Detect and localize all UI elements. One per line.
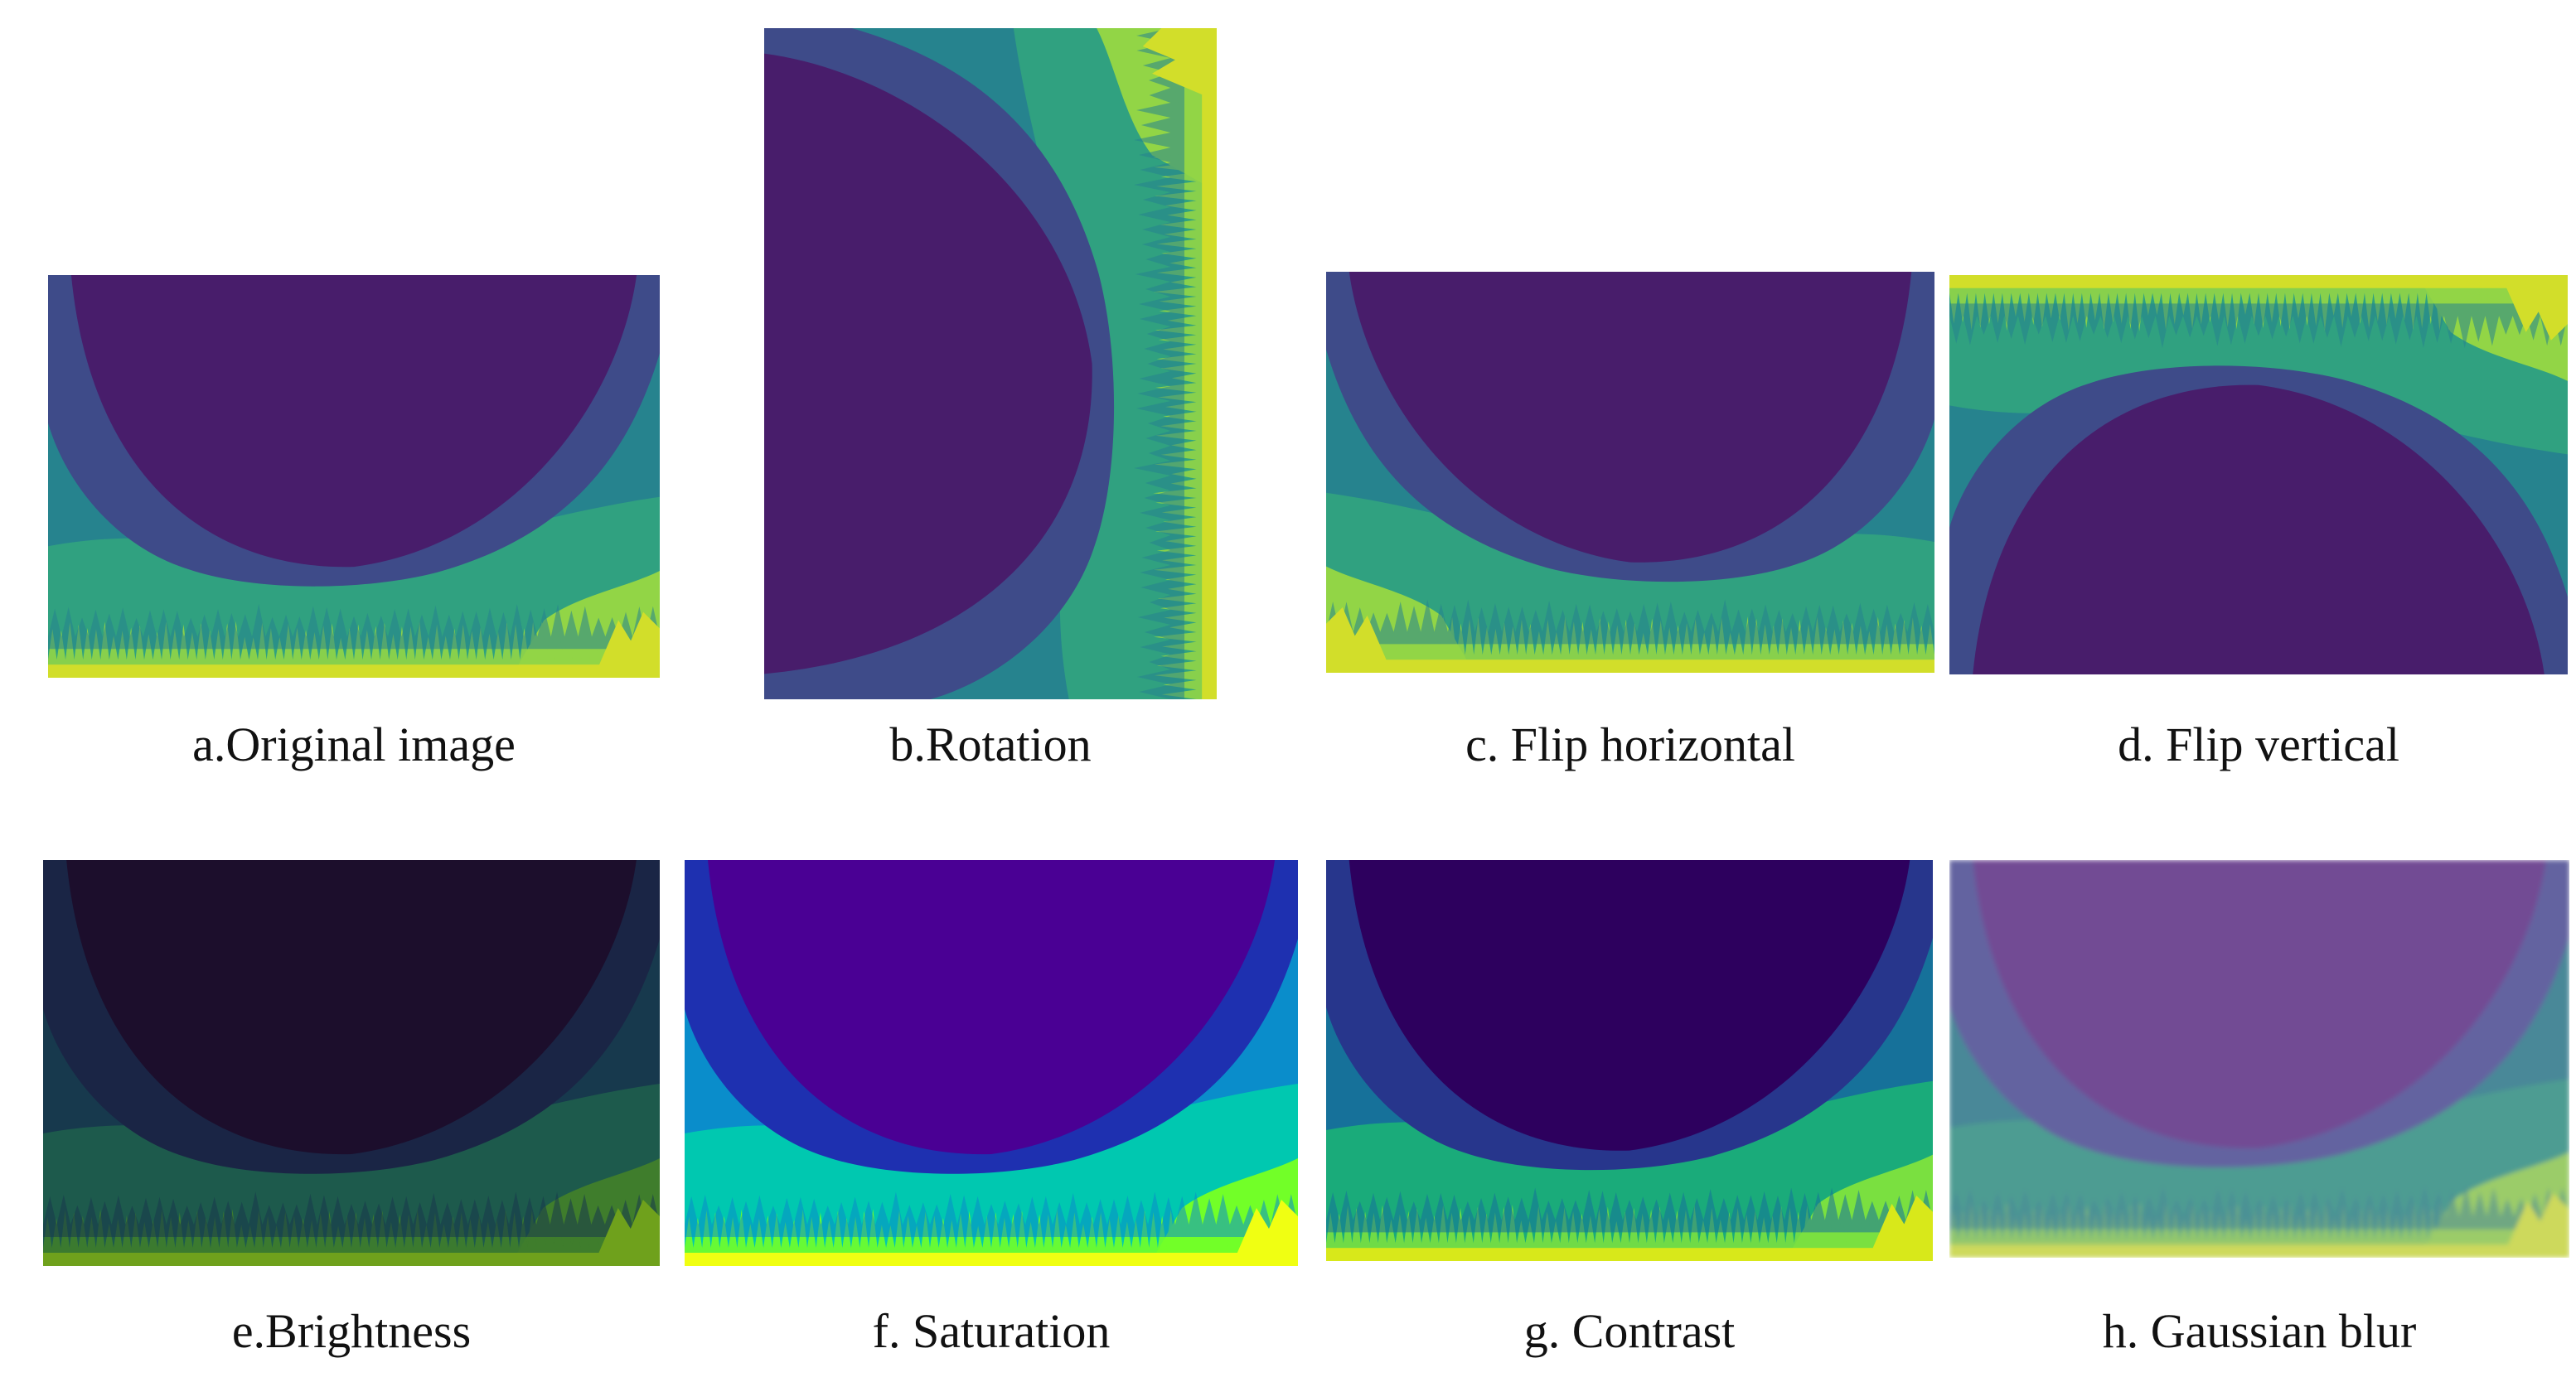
caption-contrast: g. Contrast (1523, 1304, 1736, 1358)
yellow-corner (2502, 1192, 2569, 1258)
bottom-yellow-strip (48, 664, 660, 678)
caption-brightness: e.Brightness (231, 1304, 472, 1358)
panel-original-image (48, 275, 660, 678)
panel-flip-vertical (1949, 275, 2568, 674)
yellow-corner (1142, 28, 1217, 101)
contour-core-purple (70, 275, 637, 568)
yellow-corner (1232, 1200, 1298, 1266)
yellow-corner (1326, 606, 1392, 673)
bottom-yellow-strip (1949, 1244, 2569, 1258)
contour-image-g (1326, 860, 1933, 1261)
bottom-yellow-strip (43, 1253, 660, 1266)
bottom-yellow-strip (1202, 28, 1217, 699)
contour-core-purple (66, 860, 637, 1155)
bottom-yellow-strip (685, 1253, 1298, 1266)
spiky-edge-teal (1949, 1185, 2569, 1230)
spiky-edge-teal (1949, 303, 2568, 349)
yellow-corner (593, 1200, 660, 1266)
panel-saturation (685, 860, 1298, 1266)
spiky-edge-teal (1134, 28, 1184, 699)
contour-core-purple (1349, 272, 1912, 563)
contour-core-purple (708, 860, 1275, 1155)
contour-image-c (1326, 272, 1934, 673)
caption-original-image: a.Original image (192, 718, 516, 771)
bottom-yellow-strip (1326, 660, 1934, 673)
contour-image-a (48, 275, 660, 678)
contour-core-purple (1349, 860, 1910, 1151)
yellow-corner (1867, 1195, 1933, 1261)
contour-core-purple (1973, 860, 2546, 1148)
caption-flip-horizontal: c. Flip horizontal (1465, 718, 1795, 771)
caption-gaussian-blur: h. Gaussian blur (2102, 1304, 2417, 1358)
panel-flip-horizontal (1326, 272, 1934, 673)
yellow-corner (593, 611, 660, 678)
panel-rotation (764, 28, 1217, 699)
spiky-edge-teal (1326, 599, 1934, 645)
bottom-yellow-strip (1949, 275, 2568, 288)
spiky-edge-teal (43, 1191, 660, 1237)
panel-contrast (1326, 860, 1933, 1261)
yellow-corner (2501, 275, 2568, 341)
caption-saturation: f. Saturation (872, 1304, 1111, 1358)
contour-image-e (43, 860, 660, 1266)
panel-brightness (43, 860, 660, 1266)
spiky-edge-teal (685, 1191, 1298, 1237)
contour-core-purple (764, 53, 1092, 674)
caption-rotation: b.Rotation (889, 718, 1092, 771)
bottom-yellow-strip (1326, 1248, 1933, 1261)
contour-image-f (685, 860, 1298, 1266)
contour-core-purple (1973, 384, 2545, 674)
contour-image-h (1949, 860, 2569, 1258)
caption-flip-vertical: d. Flip vertical (2118, 718, 2399, 771)
contour-image-d (1949, 275, 2568, 674)
spiky-edge-teal (48, 604, 660, 650)
spiky-edge-teal (1326, 1187, 1933, 1233)
panel-gaussian-blur (1949, 860, 2569, 1258)
contour-image-b (764, 28, 1217, 699)
